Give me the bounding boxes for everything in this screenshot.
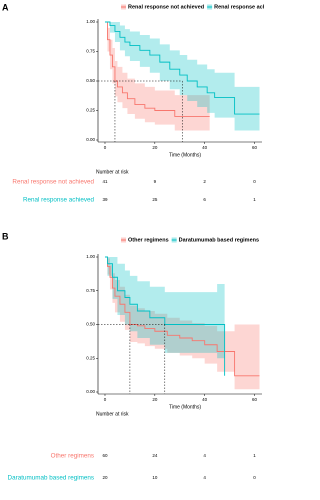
y-tick-label: 0.50: [86, 322, 95, 327]
risk-count: 25: [152, 197, 158, 202]
y-tick-label: 0.00: [86, 389, 95, 394]
risk-table-title: Number at risk: [96, 411, 129, 417]
x-axis-title: Time (Months): [169, 152, 201, 158]
survival-curve: [104, 256, 226, 376]
risk-count: 39: [102, 197, 108, 202]
risk-count: 0: [253, 475, 256, 480]
legend-label: Renal response not achieved: [128, 4, 204, 10]
x-axis-title: Time (Months): [169, 404, 201, 410]
risk-row-label: Renal response achieved: [23, 197, 95, 204]
risk-count: 1: [253, 197, 256, 202]
risk-count: 10: [152, 475, 158, 480]
risk-count: 4: [203, 475, 206, 480]
x-tick-label: 0: [104, 145, 107, 150]
risk-count: 41: [102, 179, 108, 184]
x-tick-label: 60: [252, 145, 258, 150]
risk-count: 9: [154, 179, 157, 184]
risk-count: 6: [203, 197, 206, 202]
panel-label: B: [2, 231, 9, 241]
x-tick-label: 0: [104, 397, 107, 402]
confidence-band: [104, 22, 260, 131]
risk-count: 2: [203, 179, 206, 184]
confidence-band: [104, 257, 260, 390]
risk-row-label: Other regimens: [51, 453, 94, 460]
panel-label: A: [2, 2, 9, 12]
survival-curve: [104, 256, 260, 377]
legend-label: Renal response achieved: [214, 4, 264, 10]
y-tick-label: 0.25: [86, 355, 95, 360]
risk-count: 60: [102, 453, 108, 458]
legend-label: Other regimens: [128, 237, 169, 243]
survival-curve: [104, 21, 210, 117]
risk-count: 1: [253, 453, 256, 458]
y-tick-label: 0.00: [86, 137, 95, 142]
y-tick-label: 0.25: [86, 108, 95, 113]
risk-count: 0: [253, 179, 256, 184]
x-tick-label: 60: [252, 397, 258, 402]
x-tick-label: 40: [202, 145, 208, 150]
risk-count: 24: [152, 453, 158, 458]
risk-row-label: Renal response not achieved: [12, 179, 94, 186]
legend-label: Daratumumab based regimens: [179, 237, 259, 243]
x-tick-label: 40: [202, 397, 208, 402]
y-tick-label: 0.50: [86, 78, 95, 83]
x-tick-label: 20: [152, 145, 158, 150]
x-tick-label: 20: [152, 397, 158, 402]
y-tick-label: 1.00: [86, 254, 95, 259]
y-tick-label: 0.75: [86, 288, 95, 293]
y-tick-label: 1.00: [86, 19, 95, 24]
survival-curve: [104, 21, 260, 115]
risk-row-label: Daratumumab based regimens: [8, 475, 94, 482]
risk-count: 4: [203, 453, 206, 458]
y-tick-label: 0.75: [86, 49, 95, 54]
risk-table-title: Number at risk: [96, 169, 129, 175]
risk-count: 20: [102, 475, 108, 480]
confidence-band: [104, 22, 210, 135]
